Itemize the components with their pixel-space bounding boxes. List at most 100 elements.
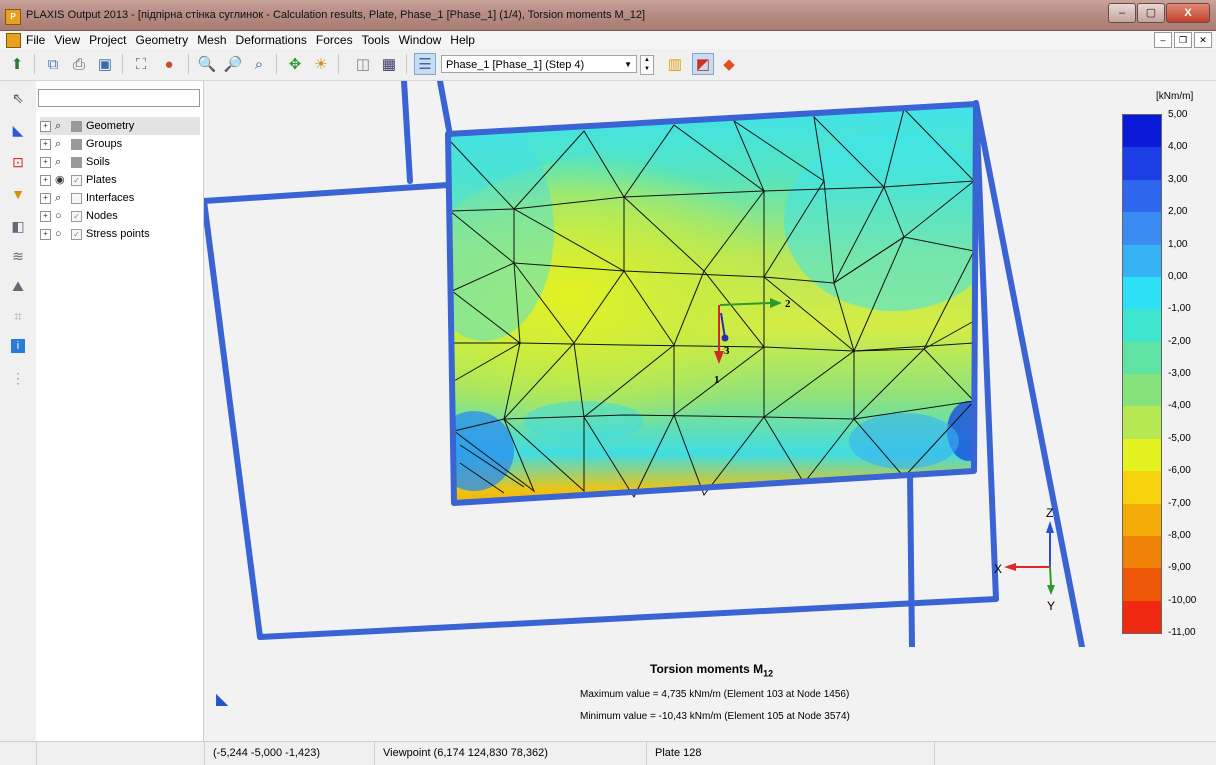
visibility-checkbox[interactable] [71,156,82,168]
select-arrow-icon[interactable]: ⇖ [12,89,24,106]
print-icon[interactable]: ⎙ [72,55,85,73]
visibility-icon[interactable]: ○ [55,228,62,240]
tree-item-nodes[interactable]: + ○ ✓ Nodes [40,207,118,225]
local-axes: 2 1 3 [714,298,791,386]
toolbar-separator [188,54,189,74]
viewport-canvas[interactable]: 2 1 3 Z X Y [204,81,1088,647]
shadings-icon[interactable]: ▥ [667,56,683,73]
menu-project[interactable]: Project [89,33,127,47]
visibility-icon[interactable]: ◉ [55,174,65,186]
explorer-search-input[interactable] [38,89,200,107]
legend-tick-label: 5,00 [1168,109,1188,120]
chart-icon[interactable]: ⛶ [135,55,147,73]
max-value-text: Maximum value = 4,735 kNm/m (Element 103… [580,689,850,700]
visibility-checkbox[interactable] [71,192,82,204]
expand-icon[interactable]: + [40,156,51,168]
zoom-in-icon[interactable]: 🔍 [197,56,217,73]
menu-tools[interactable]: Tools [361,33,390,47]
menu-bar: File View Project Geometry Mesh Deformations F… [0,31,1216,49]
menu-mesh[interactable]: Mesh [197,33,227,47]
expand-icon[interactable]: + [40,174,51,186]
visibility-checkbox[interactable]: ✓ [71,174,82,186]
wall-edge [401,81,413,184]
cross-section-icon[interactable]: ◧ [11,217,25,234]
legend-color-bar [1122,114,1162,634]
visibility-icon[interactable]: ⌕ [55,138,62,150]
visibility-icon[interactable]: ○ [55,210,62,222]
contour-icon[interactable]: ◩ [692,53,714,75]
visibility-icon[interactable]: ⌕ [55,156,62,168]
menu-window[interactable]: Window [398,33,442,47]
maximize-button[interactable]: ▢ [1137,3,1165,23]
visibility-icon[interactable]: ⌕ [55,192,62,204]
table-icon[interactable]: ▦ [381,56,397,73]
legend-tick-label: 2,00 [1168,206,1188,218]
result-title-text: Torsion moments M [650,662,764,676]
menu-forces[interactable]: Forces [315,33,353,47]
menu-view[interactable]: View [54,33,81,47]
phase-list-icon[interactable]: ☰ [414,53,436,75]
curve-icon[interactable]: ⛰ [12,277,24,294]
arrow-head-icon [1046,521,1054,533]
tree-item-soils[interactable]: + ⌕ Soils [40,153,110,171]
animation-icon[interactable]: ● [164,55,174,73]
menu-help[interactable]: Help [450,33,475,47]
expand-icon[interactable]: + [40,192,51,204]
wall-edge [907,470,915,647]
visibility-checkbox[interactable]: ✓ [71,228,82,240]
select-points-icon[interactable]: ⊡ [12,153,24,170]
status-selection: Plate 128 [646,742,935,765]
ruler-icon[interactable]: ⋮ [11,369,25,386]
doc-minimize-button[interactable]: – [1154,32,1172,48]
legend-tick-label: -5,00 [1168,432,1191,444]
legend-unit: [kNm/m] [1156,91,1194,102]
visibility-checkbox[interactable]: ✓ [71,210,82,222]
section-icon[interactable]: ◫ [355,56,371,73]
doc-restore-button[interactable]: ❐ [1174,32,1192,48]
doc-close-button[interactable]: ✕ [1194,32,1212,48]
back-to-input-icon[interactable]: ⬆ [10,56,24,73]
menu-file[interactable]: File [26,33,46,47]
info-icon[interactable]: i [11,339,25,353]
zoom-window-icon[interactable]: ⌕ [254,55,264,73]
tree-item-geometry[interactable]: + ⌕ Geometry [40,117,200,135]
document-icon[interactable] [6,33,21,48]
plate-contour[interactable] [394,101,1004,511]
tree-item-label: Groups [86,138,123,150]
menu-deformations[interactable]: Deformations [235,33,307,47]
menu-geometry[interactable]: Geometry [135,33,189,47]
export-icon[interactable]: ▣ [97,56,113,73]
expand-icon[interactable]: + [40,228,51,240]
expand-icon[interactable]: + [40,138,51,150]
visibility-checkbox[interactable] [71,138,82,150]
status-bar: (-5,244 -5,000 -1,423) Viewpoint (6,174 … [0,741,1216,765]
close-button[interactable]: X [1166,3,1210,23]
rotate-icon[interactable]: ☀ [314,56,328,73]
tree-item-interfaces[interactable]: + ⌕ Interfaces [40,189,134,207]
visibility-checkbox[interactable] [71,120,82,132]
hint-icon[interactable]: ▼ [11,186,25,202]
step-spinner[interactable]: ▲ ▼ [640,55,654,75]
iso-surface-icon[interactable]: ◆ [723,56,735,73]
visibility-icon[interactable]: ⌕ [55,120,62,132]
expand-icon[interactable]: + [40,120,51,132]
mesh-quality-icon[interactable]: ⌗ [14,307,22,324]
legend-color-band [1123,438,1161,472]
plaxis-app-icon[interactable]: P [5,9,21,25]
legend-color-band [1123,471,1161,504]
zoom-out-icon[interactable]: 🔎 [223,56,243,73]
layers-icon[interactable]: ≋ [12,247,24,264]
result-title-subscript: 12 [763,668,774,679]
plate-icon[interactable]: ◣ [12,121,24,138]
pan-icon[interactable]: ✥ [288,56,302,73]
tree-item-groups[interactable]: + ⌕ Groups [40,135,122,153]
model-viewport[interactable]: 2 1 3 Z X Y [204,81,1088,647]
minimize-button[interactable]: – [1108,3,1136,23]
copy-icon[interactable]: ⧉ [47,55,59,73]
tree-item-plates[interactable]: + ◉ ✓ Plates [40,171,117,189]
window-title: PLAXIS Output 2013 - [підпірна стінка су… [26,9,646,21]
tree-item-stress-points[interactable]: + ○ ✓ Stress points [40,225,150,243]
legend-tick-label: 3,00 [1168,173,1188,185]
phase-step-select[interactable]: Phase_1 [Phase_1] (Step 4) ▼ [441,55,637,73]
expand-icon[interactable]: + [40,210,51,222]
